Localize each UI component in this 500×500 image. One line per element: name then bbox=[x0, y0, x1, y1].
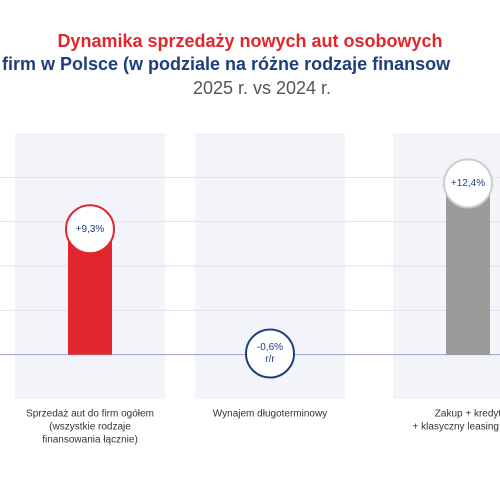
value-label: +12,4% bbox=[451, 178, 485, 189]
x-tick-label: Sprzedaż aut do firm ogółem bbox=[26, 409, 154, 420]
x-tick-label: Wynajem długoterminowy bbox=[213, 409, 327, 420]
x-tick-label: Zakup + kredyt bbox=[435, 409, 500, 420]
value-label: r/r bbox=[265, 354, 275, 365]
x-tick-label: (wszystkie rodzaje bbox=[49, 422, 131, 433]
value-badge bbox=[245, 328, 295, 379]
value-badge bbox=[65, 204, 115, 255]
bar bbox=[446, 171, 490, 355]
chart-title: firm w Polsce (w podziale na różne rodza… bbox=[2, 54, 451, 74]
value-label: -0,6% bbox=[257, 342, 283, 353]
chart-title: Dynamika sprzedaży nowych aut osobowych bbox=[57, 31, 442, 51]
chart-subtitle: 2025 r. vs 2024 r. bbox=[193, 78, 331, 98]
x-tick-label: + klasyczny leasing finan bbox=[413, 422, 500, 433]
x-tick-label: finansowania łącznie) bbox=[42, 435, 138, 446]
value-badge bbox=[443, 158, 493, 209]
value-label: +9,3% bbox=[76, 224, 105, 235]
